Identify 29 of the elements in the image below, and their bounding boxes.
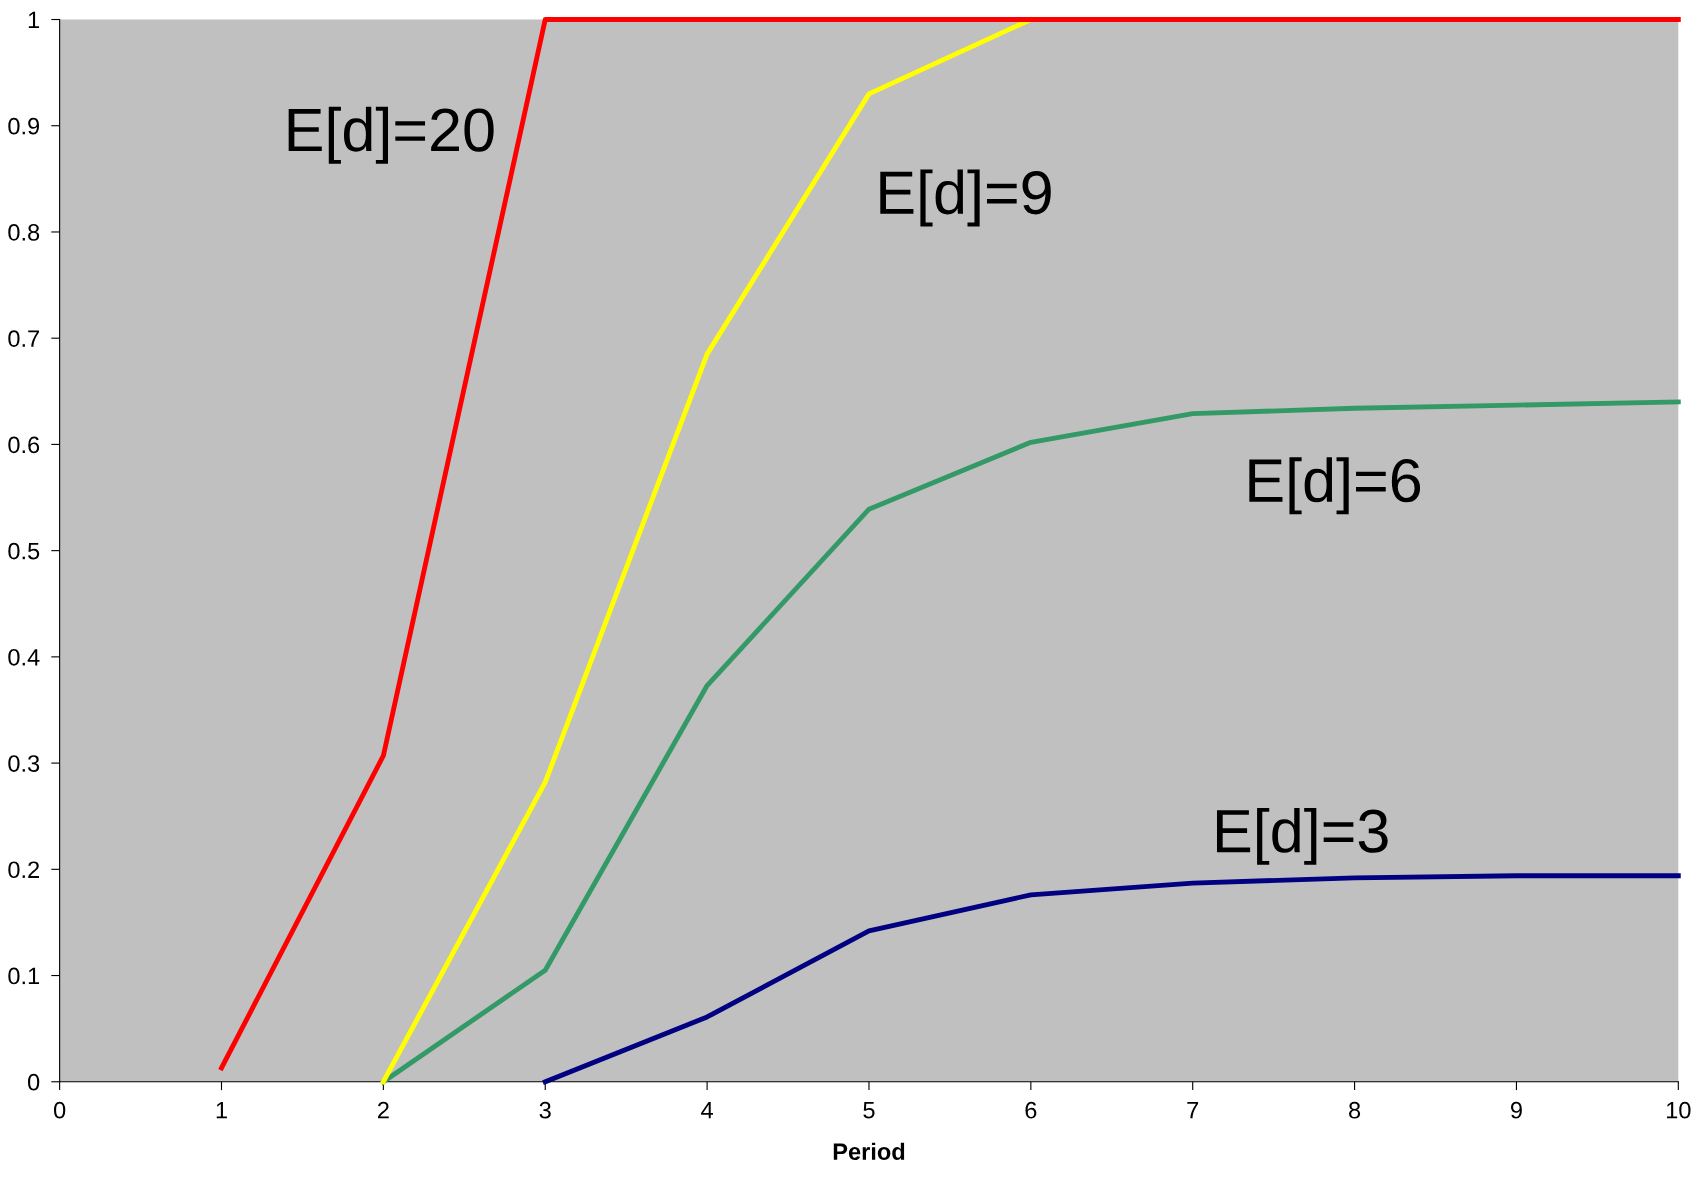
x-tick-label: 0: [53, 1101, 66, 1119]
x-tick-label: 1: [216, 1102, 227, 1119]
x-tick-label: 4: [701, 1102, 713, 1119]
y-tick-label: 1: [28, 11, 40, 29]
series-label: E[d]=9: [880, 169, 1051, 227]
x-tick-label: 9: [1510, 1101, 1522, 1119]
series-label: E[d]=6: [1249, 457, 1421, 515]
y-tick-label: 0.4: [8, 648, 40, 666]
y-tick-label: 0: [27, 1073, 40, 1091]
x-tick-label: 6: [1025, 1101, 1037, 1119]
x-tick-label: 2: [377, 1101, 389, 1119]
line-series: [380, 399, 1681, 1085]
y-tick-label: 0.1: [8, 967, 40, 985]
y-tick-label: 0.5: [8, 542, 40, 560]
x-axis-title: Period: [833, 1142, 905, 1161]
series-label: E[d]=20: [288, 106, 494, 164]
x-tick-label: 3: [539, 1101, 551, 1119]
x-tick-label: 7: [1187, 1102, 1199, 1119]
series-label: E[d]=3: [1216, 807, 1388, 865]
y-tick-label: 0.7: [8, 330, 39, 347]
x-tick-label: 8: [1349, 1101, 1361, 1119]
x-tick-label: 5: [863, 1102, 875, 1119]
line-series: [542, 873, 1681, 1085]
y-tick-label: 0.3: [8, 755, 40, 772]
y-tick-label: 0.9: [8, 117, 40, 135]
x-tick-label: 10: [1666, 1101, 1691, 1119]
y-tick-label: 0.8: [8, 224, 40, 241]
y-tick-label: 0.6: [8, 436, 40, 454]
y-tick-label: 0.2: [8, 861, 39, 879]
